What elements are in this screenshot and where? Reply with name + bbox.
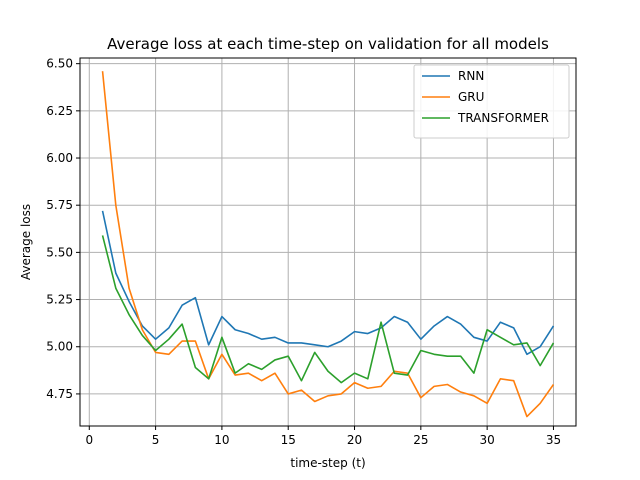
y-tick-label: 5.25 [46,293,73,307]
chart-title: Average loss at each time-step on valida… [107,35,549,53]
y-tick-label: 5.75 [46,198,73,212]
x-tick-label: 15 [281,433,296,447]
y-tick-label: 5.00 [46,340,73,354]
x-tick-label: 30 [480,433,495,447]
y-tick-label: 6.00 [46,151,73,165]
x-tick-label: 25 [413,433,428,447]
y-axis-ticks: 4.75 5.00 5.25 5.50 5.75 6.00 6.25 6.50 [46,57,80,401]
x-tick-label: 0 [85,433,93,447]
legend-box [413,64,570,139]
series-line-rnn [101,210,555,356]
legend-label-transformer: TRANSFORMER [457,111,549,125]
series-lines [101,71,555,418]
y-tick-label: 6.25 [46,104,73,118]
x-axis-label: time-step (t) [290,456,365,470]
y-tick-label: 5.50 [46,245,73,259]
x-tick-label: 35 [546,433,561,447]
y-tick-label: 4.75 [46,387,73,401]
x-tick-label: 10 [214,433,229,447]
series-line-gru [101,71,555,418]
y-tick-label: 6.50 [46,57,73,71]
plot-frame [79,57,577,427]
x-tick-label: 5 [152,433,160,447]
legend-label-gru: GRU [458,90,484,104]
y-axis-label: Average loss [19,204,33,280]
x-tick-label: 20 [347,433,362,447]
legend: RNN GRU TRANSFORMER [413,64,570,139]
x-axis-ticks: 0 5 10 15 20 25 30 35 [85,426,561,447]
legend-label-rnn: RNN [458,69,484,83]
series-line-transformer [101,235,555,384]
